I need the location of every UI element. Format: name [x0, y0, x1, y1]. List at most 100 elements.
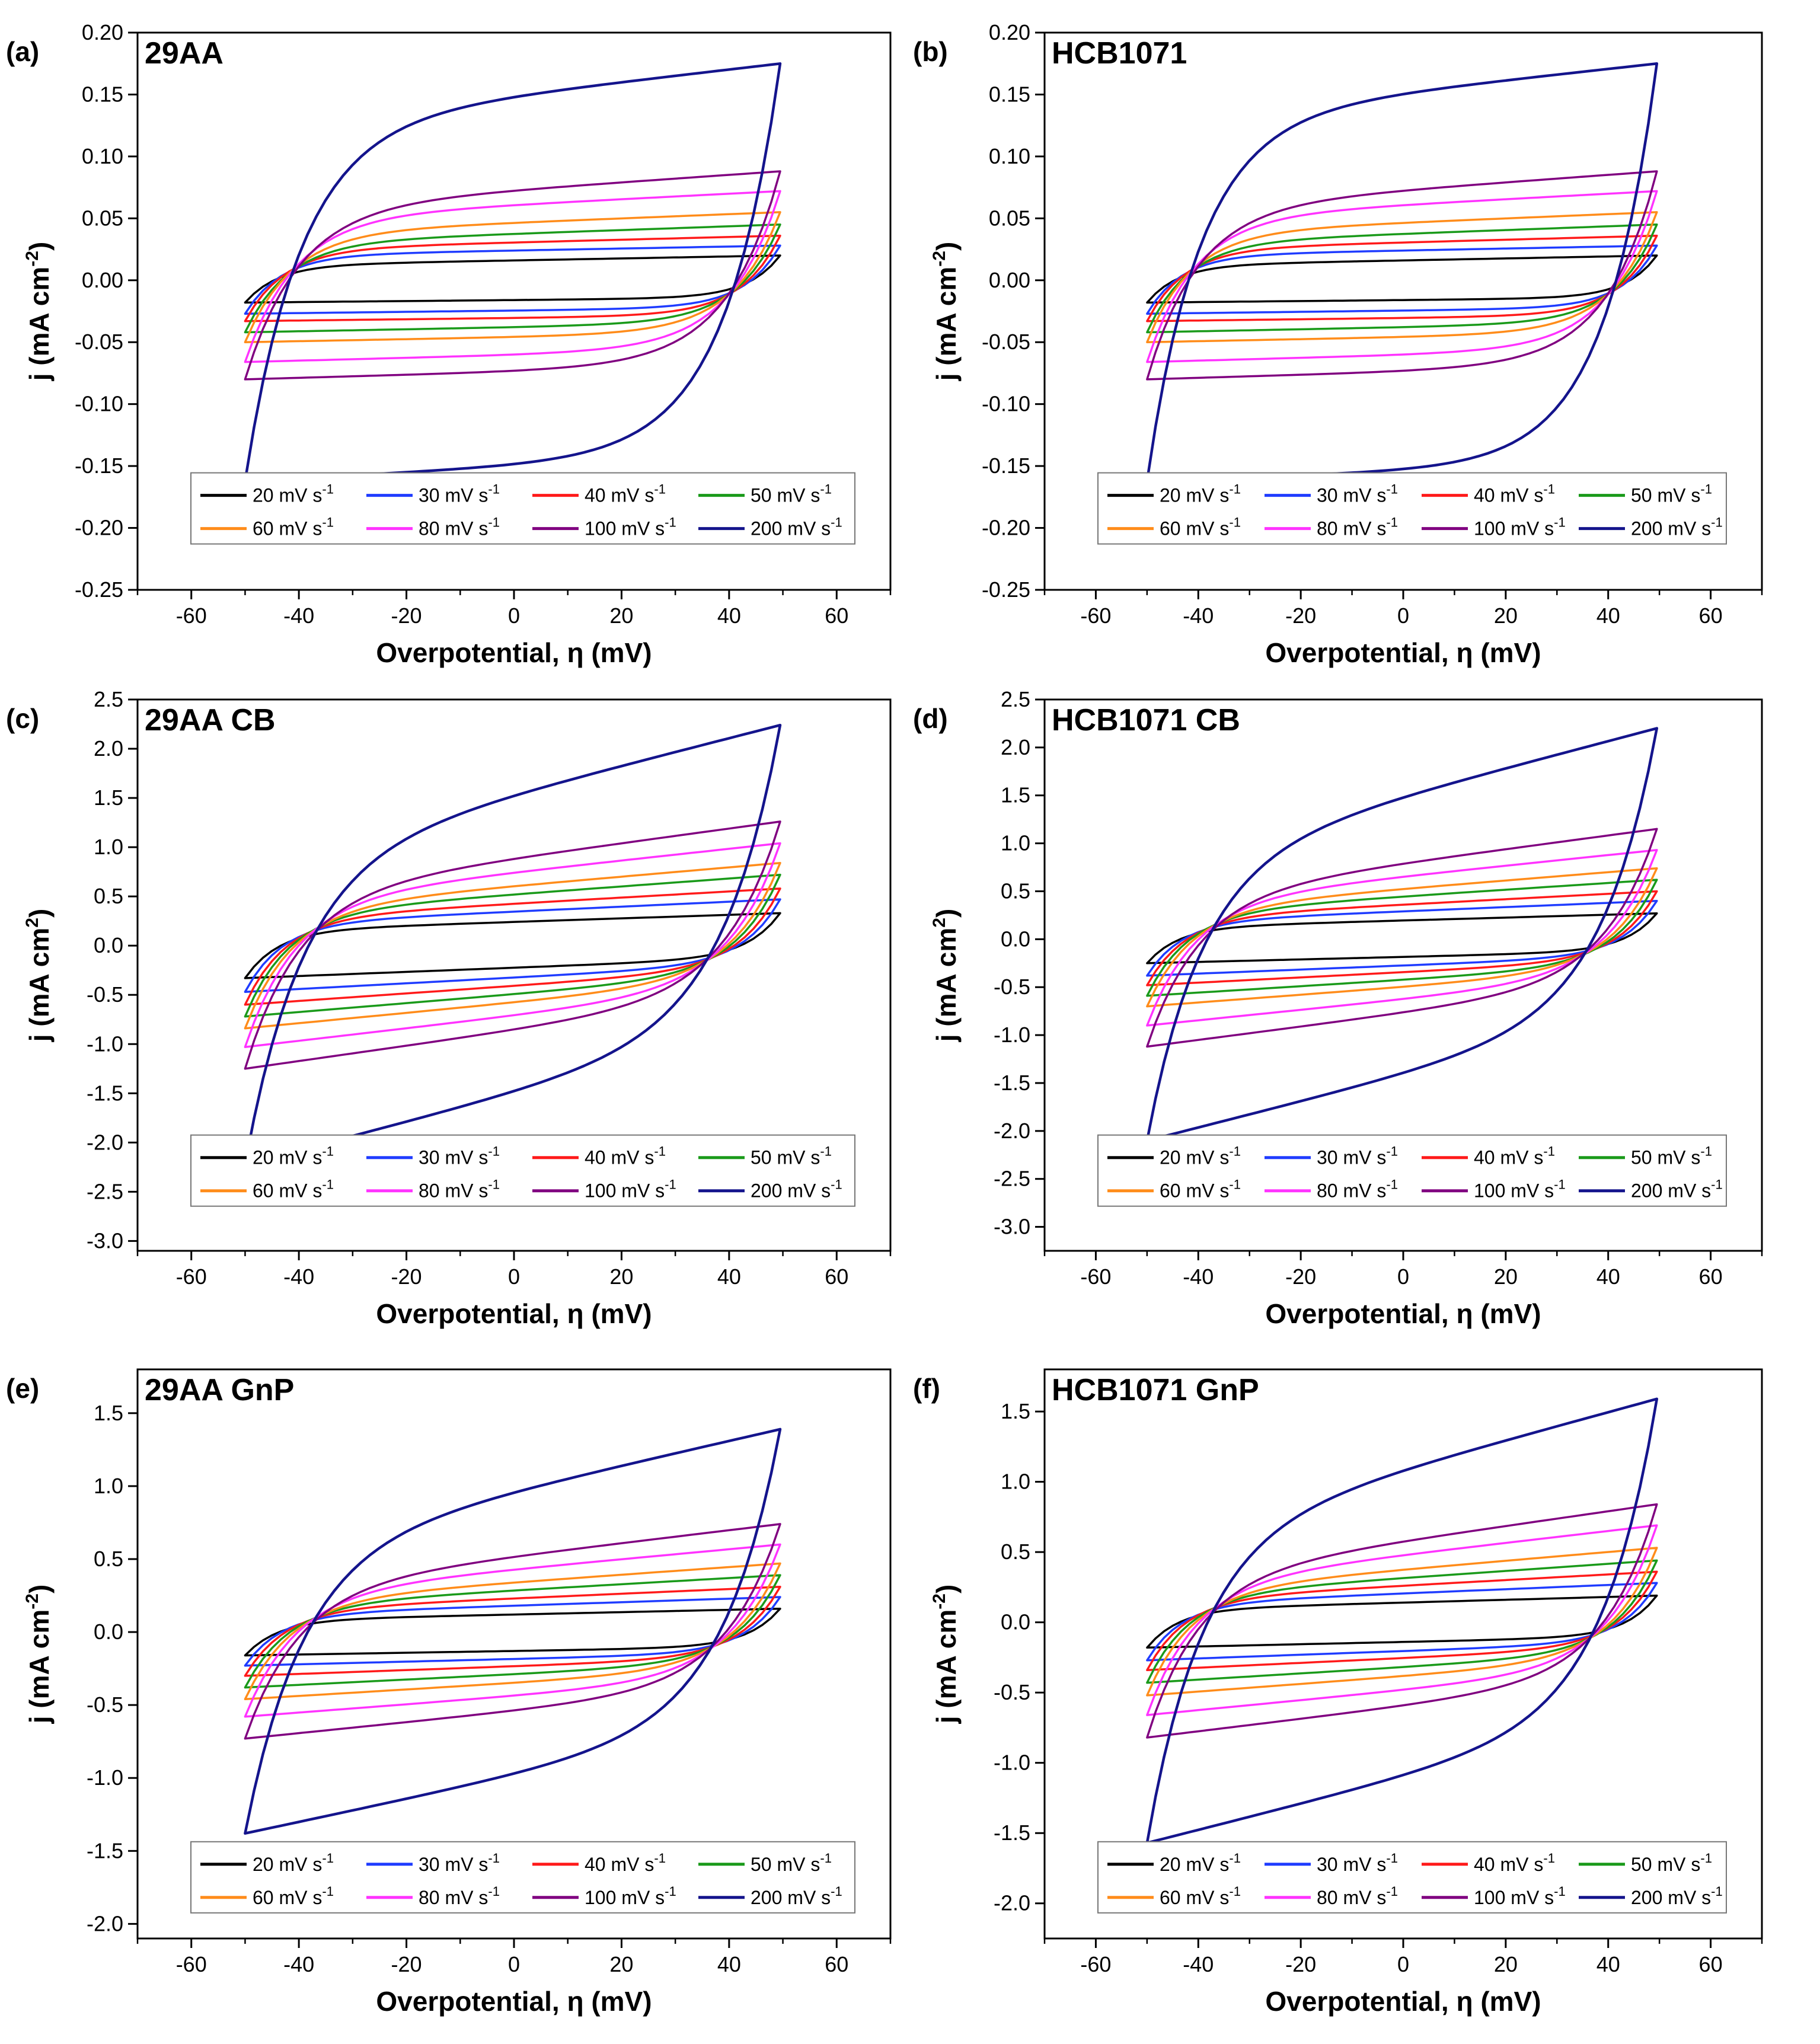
legend-label: 100 mV s-1: [585, 1884, 676, 1908]
legend-box: [1097, 1134, 1727, 1207]
x-tick-label: -20: [391, 603, 422, 628]
cv-loop-20mV: [1146, 254, 1658, 304]
legend-label: 20 mV s-1: [1160, 482, 1241, 506]
cv-loop-80mV: [1146, 849, 1658, 1027]
x-tick-label: 40: [717, 603, 741, 628]
y-tick-label: -3.0: [87, 1228, 123, 1253]
y-tick-label: 1.0: [94, 1474, 123, 1498]
cv-loop-100mV: [1146, 170, 1658, 381]
y-tick-label: -0.15: [982, 453, 1030, 478]
legend-label: 30 mV s-1: [1317, 1144, 1398, 1168]
legend-label: 60 mV s-1: [253, 515, 334, 539]
y-axis-title: j (mA cm-2): [930, 1585, 962, 1724]
y-tick-label: 0.10: [82, 144, 123, 168]
y-tick-label: 1.5: [1001, 783, 1030, 807]
legend-label: 30 mV s-1: [1317, 482, 1398, 506]
y-axis-title: j (mA cm2): [23, 909, 55, 1043]
x-tick-label: -60: [176, 1264, 207, 1289]
x-tick-label: 60: [1699, 1264, 1723, 1289]
y-tick-label: -1.5: [87, 1081, 123, 1105]
cv-loop-80mV: [244, 190, 781, 363]
x-tick-label: 60: [825, 1264, 848, 1289]
cv-loop-50mV: [244, 223, 781, 334]
legend-label: 20 mV s-1: [253, 1144, 334, 1168]
legend-label: 20 mV s-1: [1160, 1851, 1241, 1875]
y-tick-label: -2.5: [87, 1179, 123, 1203]
y-tick-label: -1.5: [87, 1838, 123, 1863]
x-axis-title: Overpotential, η (mV): [376, 1986, 652, 2017]
legend-label: 200 mV s-1: [1631, 1177, 1723, 1202]
cv-loop-80mV: [244, 1543, 781, 1718]
cv-loop-50mV: [244, 1574, 781, 1689]
legend-label: 80 mV s-1: [1317, 515, 1398, 539]
legend-label: 100 mV s-1: [1474, 1884, 1566, 1908]
cv-loop-40mV: [244, 234, 781, 322]
x-tick-label: 40: [717, 1264, 741, 1289]
cv-loop-20mV: [1146, 1594, 1658, 1649]
cv-loop-100mV: [1146, 1503, 1658, 1739]
cv-loop-50mV: [1146, 879, 1658, 997]
y-tick-label: 1.5: [94, 1401, 123, 1425]
y-tick-label: -0.25: [982, 577, 1030, 602]
x-tick-label: 20: [609, 1952, 633, 1976]
cv-loop-40mV: [1146, 890, 1658, 986]
legend-label: 20 mV s-1: [1160, 1144, 1241, 1168]
x-tick-label: -20: [1285, 1952, 1316, 1976]
y-tick-label: 2.0: [94, 736, 123, 761]
y-tick-label: -1.0: [87, 1765, 123, 1790]
cv-loop-60mV: [244, 861, 781, 1030]
y-tick-label: 0.0: [94, 1620, 123, 1644]
y-tick-label: 0.5: [94, 1547, 123, 1571]
y-tick-label: -1.5: [994, 1821, 1030, 1845]
y-tick-label: -0.20: [982, 516, 1030, 540]
y-tick-label: -2.0: [87, 1130, 123, 1154]
x-tick-label: 20: [1494, 603, 1518, 628]
legend-label: 60 mV s-1: [253, 1884, 334, 1908]
cv-loop-20mV: [244, 1607, 781, 1657]
panel-title: 29AA: [145, 36, 223, 71]
panel-e: -60 -40 -20 0 20 40 60 1.5 1.0 0.5 0.0 -0.5 -1.0 -1.5…: [6, 1368, 892, 2017]
panel-letter: (b): [913, 36, 948, 67]
legend-label: 60 mV s-1: [1160, 1884, 1241, 1908]
y-tick-label: -1.0: [994, 1023, 1030, 1047]
x-tick-label: 40: [1597, 1264, 1620, 1289]
y-tick-label: 0.0: [1001, 1610, 1030, 1634]
x-tick-label: 20: [1494, 1264, 1518, 1289]
y-tick-label: -1.5: [994, 1071, 1030, 1095]
cv-loop-50mV: [1146, 223, 1658, 334]
y-tick-label: -0.25: [75, 577, 123, 602]
cv-loop-40mV: [244, 887, 781, 1006]
panel-title: 29AA CB: [145, 703, 276, 737]
legend-label: 40 mV s-1: [1474, 1144, 1555, 1168]
legend-label: 80 mV s-1: [419, 1884, 500, 1908]
y-tick-label: 0.10: [989, 144, 1030, 168]
y-tick-label: 0.15: [82, 82, 123, 106]
x-tick-label: -60: [176, 603, 207, 628]
y-axis-title: j (mA cm2): [930, 909, 962, 1043]
cv-loop-40mV: [1146, 1570, 1658, 1672]
y-tick-label: -2.5: [994, 1167, 1030, 1191]
y-tick-label: 1.0: [1001, 831, 1030, 855]
panel-c: -60 -40 -20 0 20 40 60 2.5 2.0 1.5 1.0 0.5 0.0 -0.5 -1…: [6, 687, 892, 1329]
x-tick-label: 60: [1699, 603, 1723, 628]
legend-label: 80 mV s-1: [419, 515, 500, 539]
cv-loop-80mV: [1146, 190, 1658, 363]
x-tick-label: -60: [176, 1952, 207, 1976]
x-tick-label: 20: [1494, 1952, 1518, 1976]
y-tick-label: 0.00: [82, 268, 123, 292]
y-tick-label: 0.0: [1001, 927, 1030, 951]
cv-loop-20mV: [244, 254, 781, 304]
legend-label: 80 mV s-1: [1317, 1177, 1398, 1202]
y-tick-label: 0.20: [989, 20, 1030, 44]
panel-d: -60 -40 -20 0 20 40 60 2.5 2.0 1.5 1.0 0.5 0.0 -0.5 -1…: [913, 687, 1763, 1329]
cv-loop-200mV: [244, 62, 782, 483]
cv-loop-80mV: [1146, 1524, 1658, 1716]
cv-loop-30mV: [1146, 899, 1658, 977]
legend-box: [190, 1134, 855, 1207]
y-tick-label: -0.10: [75, 392, 123, 416]
y-tick-label: -3.0: [994, 1215, 1030, 1239]
y-tick-label: 0.05: [989, 206, 1030, 230]
cv-loop-100mV: [1146, 828, 1658, 1048]
legend-label: 30 mV s-1: [419, 1144, 500, 1168]
y-tick-label: -0.10: [982, 392, 1030, 416]
